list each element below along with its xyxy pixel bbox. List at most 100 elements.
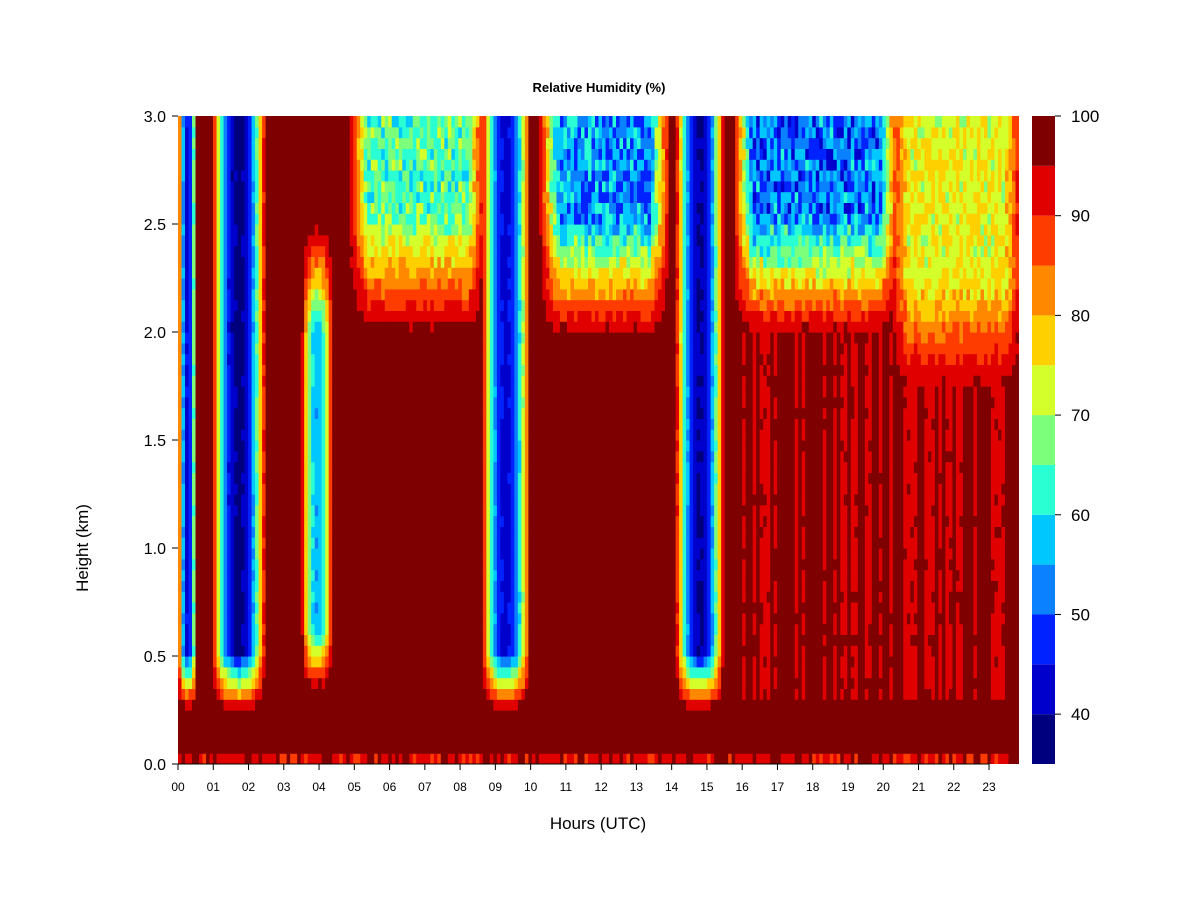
heat-cell	[381, 494, 386, 506]
heat-cell	[325, 731, 330, 743]
heat-cell	[307, 407, 312, 419]
heat-cell	[262, 407, 267, 419]
heat-cell	[195, 537, 200, 549]
heat-cell	[356, 278, 361, 290]
heat-cell	[272, 645, 277, 657]
heat-cell	[454, 558, 459, 571]
heat-cell	[349, 602, 354, 614]
heat-cell	[293, 332, 298, 344]
heat-cell	[454, 515, 459, 527]
heat-cell	[276, 537, 281, 549]
heat-cell	[269, 731, 274, 743]
heat-cell	[451, 591, 456, 603]
heat-cell	[314, 180, 319, 193]
heat-cell	[290, 267, 295, 279]
heat-cell	[321, 429, 326, 441]
heat-cell	[262, 623, 267, 635]
heat-cell	[290, 461, 295, 473]
heat-cell	[402, 396, 407, 409]
heat-cell	[255, 612, 260, 625]
heat-cell	[402, 375, 407, 387]
heat-cell	[377, 677, 382, 689]
heat-cell	[374, 386, 379, 398]
heat-cell	[461, 224, 466, 236]
heat-cell	[346, 526, 351, 538]
heat-cell	[346, 666, 351, 679]
heat-cell	[451, 116, 456, 128]
heat-cell	[181, 602, 186, 614]
heat-cell	[342, 548, 347, 560]
heat-cell	[269, 126, 274, 139]
heat-cell	[234, 342, 239, 355]
heat-cell	[423, 191, 428, 203]
heat-cell	[367, 418, 372, 430]
heat-cell	[230, 353, 235, 365]
heat-cell	[360, 396, 365, 409]
heat-cell	[297, 753, 302, 764]
heat-cell	[234, 386, 239, 398]
heat-cell	[384, 602, 389, 614]
heat-cell	[276, 375, 281, 387]
heat-cell	[220, 332, 225, 344]
heat-cell	[321, 699, 326, 711]
heat-cell	[440, 191, 445, 203]
heat-cell	[346, 753, 351, 764]
heat-cell	[220, 386, 225, 398]
heat-cell	[451, 612, 456, 625]
heat-cell	[325, 537, 330, 549]
heat-cell	[395, 461, 400, 473]
heat-cell	[188, 504, 193, 517]
heat-cell	[363, 159, 368, 171]
heat-cell	[181, 461, 186, 473]
heat-cell	[227, 731, 232, 743]
heat-cell	[325, 137, 330, 149]
heat-cell	[293, 515, 298, 527]
heat-cell	[258, 126, 263, 139]
heat-cell	[202, 321, 207, 333]
heat-cell	[272, 623, 277, 635]
heat-cell	[185, 688, 190, 700]
heat-cell	[290, 342, 295, 355]
heat-cell	[423, 375, 428, 387]
heat-cell	[437, 288, 442, 301]
heat-cell	[227, 710, 232, 722]
heat-cell	[458, 116, 463, 128]
heat-cell	[332, 234, 337, 247]
heat-cell	[461, 342, 466, 355]
heat-cell	[342, 299, 347, 311]
heat-cell	[384, 623, 389, 635]
heat-cell	[213, 224, 218, 236]
heat-cell	[185, 591, 190, 603]
heat-cell	[353, 224, 358, 236]
heat-cell	[349, 180, 354, 193]
heat-cell	[188, 461, 193, 473]
heat-cell	[188, 234, 193, 247]
heat-cell	[370, 202, 375, 214]
heat-cell	[199, 418, 204, 430]
heat-cell	[234, 753, 239, 764]
heat-cell	[335, 126, 340, 139]
heat-cell	[237, 342, 242, 355]
heat-cell	[328, 202, 333, 214]
heat-cell	[269, 656, 274, 668]
heat-cell	[384, 720, 389, 733]
heat-cell	[384, 569, 389, 581]
heat-cell	[384, 753, 389, 764]
heat-cell	[181, 148, 186, 160]
heat-cell	[384, 656, 389, 668]
heat-cell	[293, 288, 298, 301]
heat-cell	[209, 148, 214, 160]
heat-cell	[339, 353, 344, 365]
heat-cell	[255, 180, 260, 193]
heat-cell	[269, 310, 274, 322]
heat-cell	[433, 526, 438, 538]
heat-cell	[178, 321, 183, 333]
heat-cell	[265, 278, 270, 290]
heat-cell	[241, 418, 246, 430]
heat-cell	[416, 245, 421, 257]
heat-cell	[181, 342, 186, 355]
heat-cell	[332, 612, 337, 625]
heat-cell	[335, 353, 340, 365]
heat-cell	[335, 245, 340, 257]
heat-cell	[258, 429, 263, 441]
